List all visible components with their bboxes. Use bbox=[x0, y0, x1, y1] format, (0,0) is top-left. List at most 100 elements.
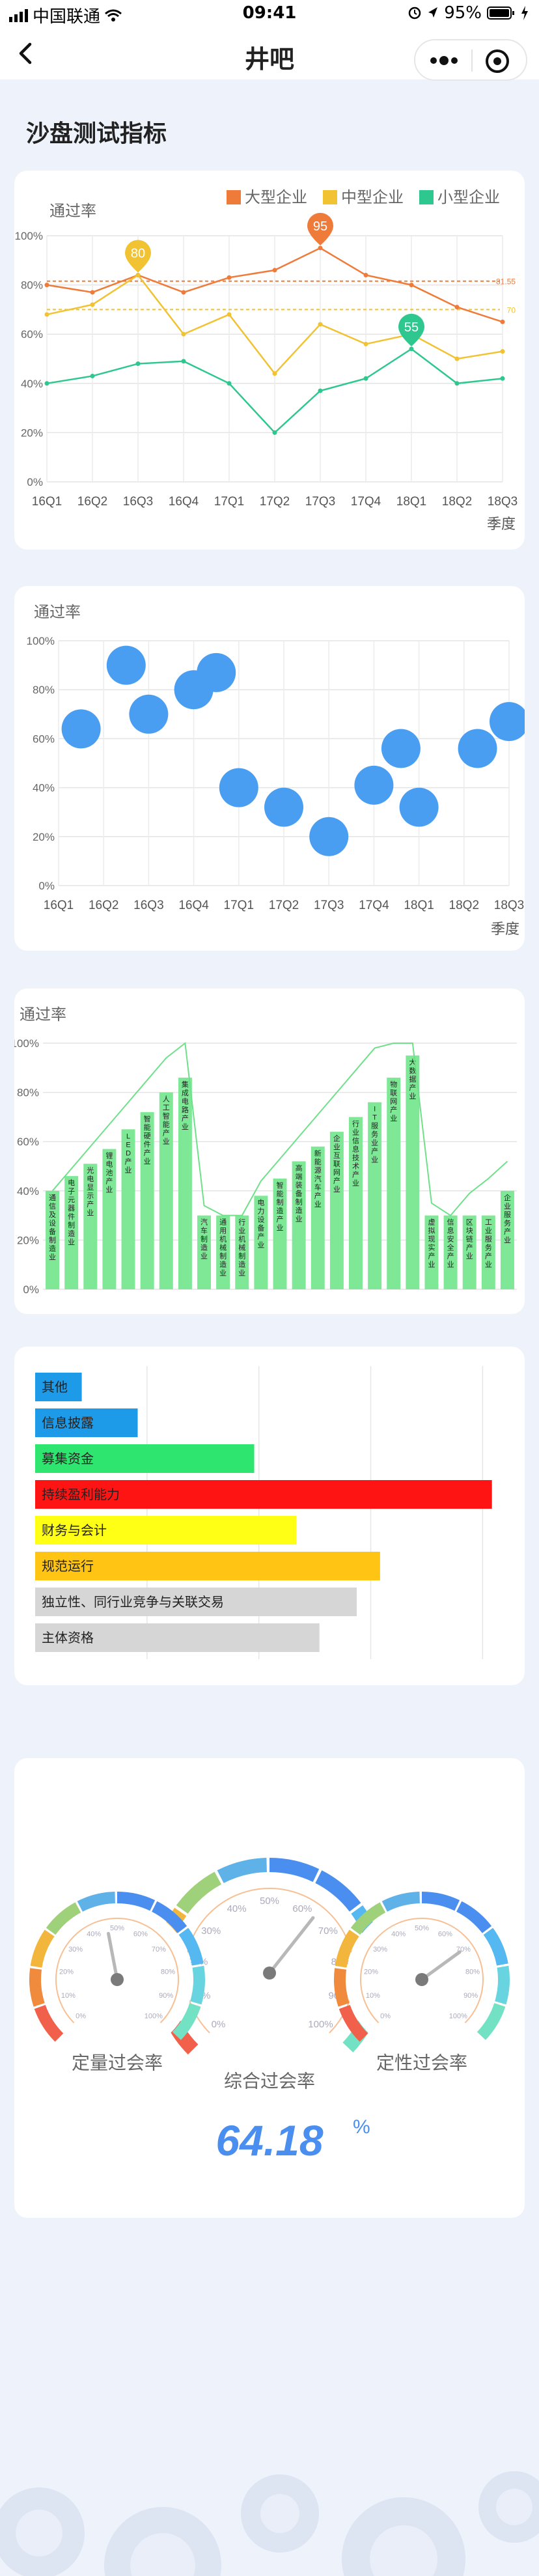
bar-category-label: I T 服务业产业 bbox=[371, 1106, 378, 1164]
gauge-tick-label: 70% bbox=[318, 1925, 338, 1937]
gauge-label: 综合过会率 bbox=[224, 2071, 315, 2092]
gauge-segment bbox=[217, 1858, 268, 1884]
horizontal-bar-card: 其他 信息披露 募集资金 持续盈利能力 财务与会计 规范运行 独立性、同行业竞争与关联交易主… bbox=[14, 1347, 525, 1685]
charging-icon bbox=[521, 6, 528, 20]
y-tick-label: 100% bbox=[27, 635, 55, 647]
bar-category-label: 行业机械制造业 bbox=[238, 1218, 245, 1278]
bar bbox=[329, 1132, 344, 1289]
gauge-tick-label: 50% bbox=[260, 1896, 279, 1907]
category-bar bbox=[35, 1373, 82, 1401]
legend-label: 大型企业 bbox=[245, 189, 307, 206]
data-point bbox=[90, 373, 95, 378]
bar-category-label: 光电显示产业 bbox=[87, 1166, 94, 1217]
x-tick-label: 16Q2 bbox=[77, 495, 107, 509]
category-bar bbox=[35, 1623, 320, 1652]
gauge-hub bbox=[415, 1973, 428, 1986]
gauge-inner-arc bbox=[360, 1918, 484, 2024]
line-chart-card: 通过率 0% 20% 40% 60% 80% 100% 16Q1 16Q2 16Q3 16Q4 17Q… bbox=[14, 171, 525, 550]
category-label: 主体资格 bbox=[42, 1631, 94, 1645]
data-point bbox=[363, 341, 368, 346]
y-tick-label: 40% bbox=[17, 1185, 39, 1197]
close-circle-icon[interactable] bbox=[483, 47, 512, 76]
more-dots-icon[interactable] bbox=[426, 52, 462, 69]
nav-title: 井吧 bbox=[244, 45, 294, 74]
bar-category-label: 汽车制造业 bbox=[200, 1218, 208, 1261]
scatter-bubble bbox=[354, 765, 394, 805]
category-label: 募集资金 bbox=[42, 1451, 94, 1466]
gauge-segment bbox=[495, 1965, 510, 2005]
bar bbox=[406, 1055, 420, 1289]
category-bar bbox=[35, 1480, 492, 1509]
x-tick-label: 18Q3 bbox=[494, 899, 524, 912]
y-tick-label: 80% bbox=[33, 684, 55, 696]
x-tick-label: 17Q1 bbox=[224, 899, 254, 912]
marker-pin bbox=[125, 240, 151, 273]
bar bbox=[273, 1178, 287, 1289]
data-point bbox=[135, 361, 141, 367]
scatter-bubble bbox=[381, 729, 421, 768]
bar-category-label: 信息安全产业 bbox=[447, 1218, 454, 1269]
bar-category-label: 区块链产业 bbox=[466, 1219, 473, 1261]
gauge-segment bbox=[172, 2002, 201, 2040]
gauge-tick-label: 20% bbox=[59, 1968, 74, 1976]
line-chart: 通过率 0% 20% 40% 60% 80% 100% 16Q1 16Q2 16Q3 16Q4 17Q… bbox=[15, 189, 518, 532]
bar bbox=[121, 1129, 135, 1289]
gauge-tick-label: 90% bbox=[159, 1992, 173, 2000]
data-point bbox=[44, 381, 49, 386]
back-arrow-icon[interactable] bbox=[10, 38, 42, 69]
bar bbox=[500, 1190, 514, 1289]
data-point bbox=[227, 381, 232, 386]
capsule-menu bbox=[414, 39, 527, 81]
gauge-needle bbox=[107, 1931, 119, 1981]
bar bbox=[481, 1215, 495, 1289]
gauge-segment bbox=[117, 1892, 156, 1911]
gauge-segment bbox=[46, 1902, 81, 1935]
y-tick-label: 40% bbox=[21, 378, 43, 390]
battery-percent: 95% bbox=[444, 3, 482, 23]
bar-category-label: 大数据产业 bbox=[409, 1057, 416, 1100]
scatter-bubble bbox=[61, 709, 101, 749]
legend-swatch bbox=[323, 190, 337, 204]
bar bbox=[140, 1112, 154, 1289]
gauge-tick-label: 60% bbox=[292, 1903, 312, 1914]
signal-icon bbox=[9, 8, 28, 22]
y-axis-title: 通过率 bbox=[49, 203, 96, 220]
gauge-segment bbox=[151, 1901, 187, 1933]
data-point bbox=[318, 388, 323, 393]
data-point bbox=[500, 349, 505, 354]
x-tick-label: 18Q2 bbox=[449, 899, 479, 912]
bar bbox=[64, 1176, 79, 1289]
y-tick-label: 20% bbox=[17, 1234, 39, 1246]
reference-line-label: 81.55 bbox=[496, 277, 516, 287]
category-label: 其他 bbox=[42, 1380, 68, 1395]
scatter-bubble bbox=[490, 702, 525, 742]
category-label: 财务与会计 bbox=[42, 1523, 107, 1538]
data-point bbox=[135, 272, 141, 277]
y-tick-label: 100% bbox=[14, 1037, 39, 1050]
gauge-tick-label: 30% bbox=[68, 1946, 83, 1953]
gauge-tick-label: 80% bbox=[161, 1968, 175, 1976]
nav-bar: 井吧 bbox=[0, 26, 539, 81]
x-tick-label: 16Q3 bbox=[133, 899, 163, 912]
gauge-tick-label: 20% bbox=[364, 1968, 378, 1976]
data-point bbox=[272, 430, 277, 435]
bar bbox=[46, 1190, 60, 1289]
category-bar bbox=[35, 1444, 255, 1473]
x-tick-label: 17Q2 bbox=[260, 495, 290, 509]
scatter-bubble bbox=[219, 768, 258, 807]
gauge-tick-label: 30% bbox=[373, 1946, 387, 1953]
bar-category-label: 集成电路产业 bbox=[182, 1080, 189, 1131]
gauge-segment bbox=[34, 2004, 64, 2042]
gauge-label: 定量过会率 bbox=[72, 2053, 163, 2073]
gauge-segment bbox=[339, 2004, 368, 2042]
y-tick-label: 0% bbox=[27, 476, 43, 488]
x-tick-label: 18Q2 bbox=[442, 495, 472, 509]
data-point bbox=[500, 319, 505, 324]
gauge-segment bbox=[29, 1968, 45, 2007]
x-tick-label: 16Q2 bbox=[89, 899, 118, 912]
gauge-tick-label: 100% bbox=[145, 2013, 163, 2021]
bar bbox=[83, 1164, 98, 1289]
legend-label: 中型企业 bbox=[341, 189, 404, 206]
bar-category-label: 高端装备制造业 bbox=[296, 1163, 303, 1223]
bar-category-label: 新能源汽车产业 bbox=[314, 1149, 322, 1209]
